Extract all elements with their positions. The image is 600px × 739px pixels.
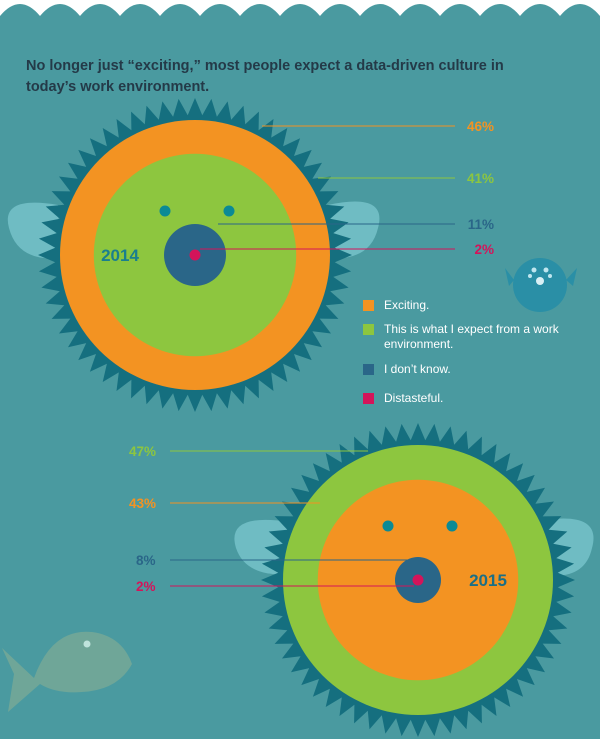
wave-shape <box>0 0 600 16</box>
value-label-2014-distasteful: 2% <box>474 242 494 257</box>
pie-chart-2014: 2014 <box>38 98 352 412</box>
right-eye-icon <box>223 205 235 217</box>
legend-swatch-exciting <box>363 300 374 311</box>
value-label-2014-exciting: 46% <box>467 119 494 134</box>
value-label-2014-i-don-t-know: 11% <box>468 217 494 232</box>
segment-distasteful <box>189 249 201 261</box>
value-labels: 46% 41% 11% 2% 47% 43% 8% 2% <box>129 119 494 594</box>
legend-label-distasteful: Distasteful. <box>384 391 444 405</box>
value-label-2015-this-is-what-i-expect-from-a-work-environment: 47% <box>129 444 156 459</box>
legend: Exciting. This is what I expect from a w… <box>363 298 593 415</box>
legend-swatch-distasteful <box>363 393 374 404</box>
legend-item-exciting: Exciting. <box>363 298 593 313</box>
fish-2014-left-fin <box>7 202 60 259</box>
value-label-2015-distasteful: 2% <box>136 579 156 594</box>
right-eye-icon <box>446 520 458 532</box>
value-label-2015-exciting: 43% <box>129 496 156 511</box>
pie-chart-2015: 2015 <box>261 423 575 737</box>
legend-item-dont-know: I don’t know. <box>363 362 593 377</box>
legend-swatch-dont-know <box>363 364 374 375</box>
left-eye-icon <box>159 205 171 217</box>
legend-label-exciting: Exciting. <box>384 298 430 312</box>
legend-label-dont-know: I don’t know. <box>384 362 451 376</box>
wave-border <box>0 0 600 16</box>
swimming-fish-icon <box>2 631 132 712</box>
legend-item-expect: This is what I expect from a work enviro… <box>363 322 593 352</box>
legend-label-expect: This is what I expect from a work enviro… <box>384 322 559 351</box>
value-label-2015-i-don-t-know: 8% <box>136 553 156 568</box>
left-eye-icon <box>382 520 394 532</box>
year-label-2014: 2014 <box>101 246 139 265</box>
legend-swatch-expect <box>363 324 374 335</box>
value-label-2014-this-is-what-i-expect-from-a-work-environment: 41% <box>467 171 494 186</box>
headline: No longer just “exciting,” most people e… <box>26 58 504 95</box>
year-label-2015: 2015 <box>469 571 507 590</box>
legend-item-distasteful: Distasteful. <box>363 391 593 406</box>
segment-distasteful <box>412 574 424 586</box>
small-pufferfish-icon <box>505 258 577 312</box>
